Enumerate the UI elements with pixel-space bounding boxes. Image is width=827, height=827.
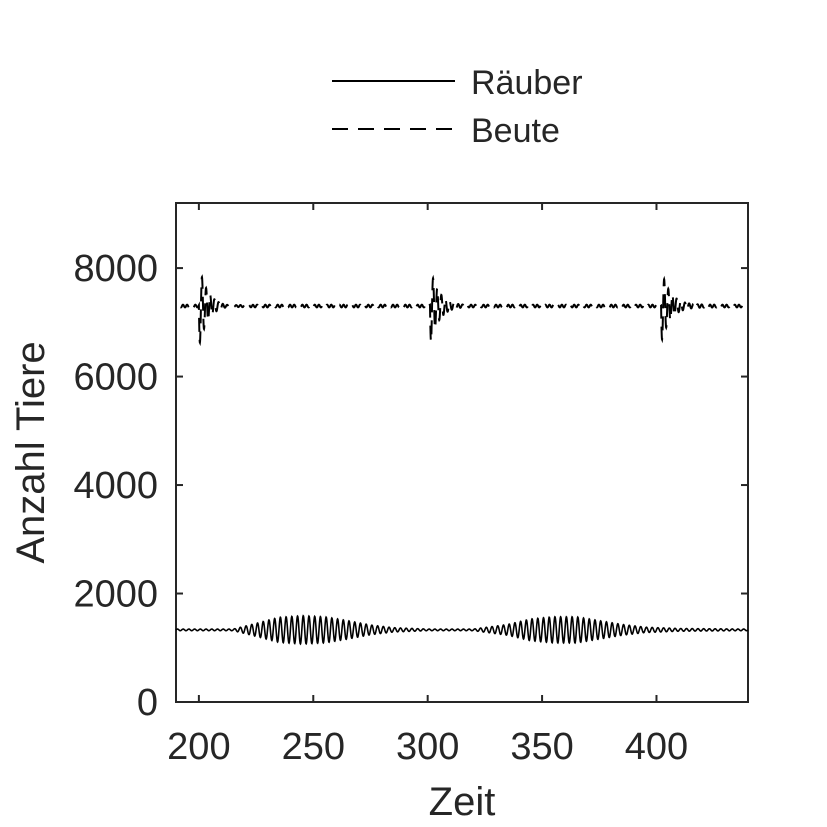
x-tick-label: 400 [625, 726, 688, 768]
legend: Räuber Beute [332, 64, 583, 150]
x-tick-label: 250 [282, 726, 345, 768]
x-tick-label: 300 [396, 726, 459, 768]
series-line-predator [175, 614, 749, 646]
y-tick-label: 8000 [73, 248, 158, 290]
plot-area: 200 250 300 350 400 0 2000 4000 6000 8000 [73, 202, 749, 768]
x-axis-ticks: 200 250 300 350 400 [167, 203, 688, 768]
y-tick-label: 0 [137, 682, 158, 724]
x-tick-label: 200 [167, 726, 230, 768]
y-axis-title: Anzahl Tiere [9, 341, 53, 563]
legend-label-prey: Beute [471, 112, 560, 150]
series-group [175, 274, 749, 646]
plot-frame [175, 202, 749, 703]
y-axis-ticks: 0 2000 4000 6000 8000 [73, 248, 748, 724]
x-axis-title: Zeit [429, 780, 496, 824]
x-tick-label: 350 [510, 726, 573, 768]
y-tick-label: 6000 [73, 357, 158, 399]
y-tick-label: 4000 [73, 465, 158, 507]
series-line-prey [179, 274, 744, 347]
legend-label-predator: Räuber [471, 64, 583, 102]
y-tick-label: 2000 [73, 574, 158, 616]
